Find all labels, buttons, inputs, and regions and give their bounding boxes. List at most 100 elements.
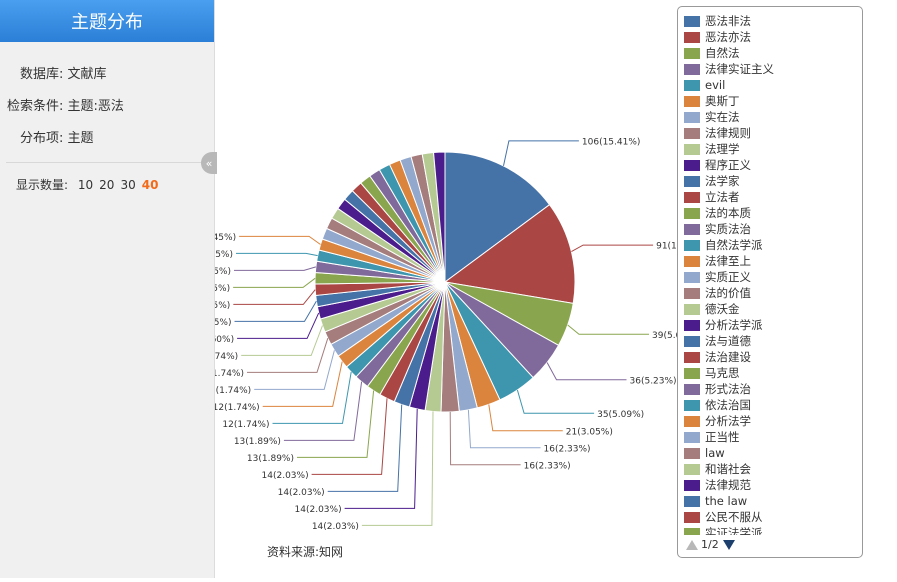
pie-slice[interactable]: [433, 151, 446, 283]
legend-item[interactable]: 分析法学派: [684, 317, 860, 333]
legend-swatch: [684, 255, 700, 267]
legend-item[interactable]: the law: [684, 493, 860, 509]
legend-swatch: [684, 463, 700, 475]
legend-item[interactable]: 法律至上: [684, 253, 860, 269]
legend-label: 法的价值: [705, 286, 751, 300]
legend-swatch: [684, 447, 700, 459]
label-connector: [297, 390, 375, 458]
data-label: 10(1.45%): [215, 318, 232, 328]
pie-slice[interactable]: [444, 151, 551, 283]
legend-label: 分析法学: [705, 414, 751, 428]
data-label: 11(1.60%): [215, 335, 234, 345]
legend-item[interactable]: 实证法学派: [684, 525, 860, 535]
legend-item[interactable]: 法的本质: [684, 205, 860, 221]
legend-item[interactable]: 法律规范: [684, 477, 860, 493]
legend-label: law: [705, 446, 725, 460]
legend-item[interactable]: 依法治国: [684, 397, 860, 413]
legend-label: 马克思: [705, 366, 740, 380]
label-connector: [254, 350, 335, 390]
legend-item[interactable]: 德沃金: [684, 301, 860, 317]
legend-swatch: [684, 527, 700, 535]
legend-item[interactable]: 法学家: [684, 173, 860, 189]
legend-list: 恶法非法 恶法亦法 自然法 法律实证主义 evil 奥斯丁 实在法 法律规则 法理学 程序正义 法学…: [684, 13, 860, 535]
legend-label: 依法治国: [705, 398, 751, 412]
collapse-sidebar-button[interactable]: «: [201, 152, 217, 174]
legend-item[interactable]: 和谐社会: [684, 461, 860, 477]
label-connector: [233, 289, 316, 305]
legend-item[interactable]: 正当性: [684, 429, 860, 445]
legend-item[interactable]: 公民不服从: [684, 509, 860, 525]
legend-item[interactable]: 恶法非法: [684, 13, 860, 29]
data-label: 12(1.74%): [215, 386, 251, 396]
legend-next-icon[interactable]: [722, 539, 735, 550]
legend: 恶法非法 恶法亦法 自然法 法律实证主义 evil 奥斯丁 实在法 法律规则 法理学 程序正义 法学…: [677, 6, 863, 558]
count-option-20[interactable]: 20: [99, 178, 115, 192]
legend-item[interactable]: 立法者: [684, 189, 860, 205]
legend-item[interactable]: 法治建设: [684, 349, 860, 365]
legend-swatch: [684, 207, 700, 219]
data-source: 资料来源:知网: [267, 545, 344, 559]
legend-label: 法理学: [705, 142, 740, 156]
legend-label: 自然法学派: [705, 238, 763, 252]
label-connector: [233, 277, 316, 288]
label-connector: [234, 266, 317, 271]
sidebar-title: 主题分布: [0, 0, 214, 42]
legend-item[interactable]: 法的价值: [684, 285, 860, 301]
legend-item[interactable]: 形式法治: [684, 381, 860, 397]
count-option-10[interactable]: 10: [77, 178, 94, 192]
pie-slice[interactable]: [443, 204, 576, 304]
label-connector: [234, 300, 317, 322]
legend-label: 实质法治: [705, 222, 751, 236]
legend-label: 实在法: [705, 110, 740, 124]
legend-item[interactable]: 自然法: [684, 45, 860, 61]
count-option-30[interactable]: 30: [120, 178, 136, 192]
label-connector: [311, 398, 388, 475]
legend-item[interactable]: 实在法: [684, 109, 860, 125]
legend-item[interactable]: 法与道德: [684, 333, 860, 349]
data-label: 16(2.33%): [544, 444, 591, 454]
data-label: 36(5.23%): [630, 376, 677, 386]
label-connector: [272, 371, 352, 424]
legend-label: 分析法学派: [705, 318, 763, 332]
legend-swatch: [684, 271, 700, 283]
sidebar-divider: [6, 162, 206, 163]
data-label: 12(1.74%): [222, 420, 269, 430]
legend-swatch: [684, 223, 700, 235]
legend-label: 正当性: [705, 430, 740, 444]
legend-item[interactable]: 恶法亦法: [684, 29, 860, 45]
legend-swatch: [684, 335, 700, 347]
legend-swatch: [684, 47, 700, 59]
legend-item[interactable]: 分析法学: [684, 413, 860, 429]
legend-label: 法治建设: [705, 350, 751, 364]
legend-label: the law: [705, 494, 748, 508]
legend-swatch: [684, 479, 700, 491]
legend-item[interactable]: 自然法学派: [684, 237, 860, 253]
data-label: 10(1.45%): [215, 233, 236, 243]
label-connector: [327, 404, 403, 492]
label-connector: [237, 312, 320, 339]
legend-label: 法与道德: [705, 334, 751, 348]
legend-item[interactable]: evil: [684, 77, 860, 93]
count-option-40[interactable]: 40: [141, 178, 159, 192]
legend-item[interactable]: 程序正义: [684, 157, 860, 173]
legend-item[interactable]: 马克思: [684, 365, 860, 381]
label-connector: [247, 338, 329, 373]
legend-item[interactable]: 实质法治: [684, 221, 860, 237]
data-label: 12(1.74%): [215, 403, 260, 413]
data-label: 10(1.45%): [215, 250, 233, 260]
legend-item[interactable]: 实质正义: [684, 269, 860, 285]
label-connector: [546, 362, 627, 381]
database-value: 文献库: [67, 67, 107, 82]
legend-item[interactable]: 法理学: [684, 141, 860, 157]
label-connector: [516, 389, 595, 414]
data-label: 12(1.74%): [215, 352, 238, 362]
legend-item[interactable]: 法律规则: [684, 125, 860, 141]
legend-item[interactable]: law: [684, 445, 860, 461]
label-connector: [239, 235, 321, 245]
legend-label: 恶法亦法: [705, 30, 751, 44]
legend-prev-icon[interactable]: [686, 539, 698, 550]
legend-item[interactable]: 法律实证主义: [684, 61, 860, 77]
legend-item[interactable]: 奥斯丁: [684, 93, 860, 109]
count-selector: 显示数量: 10 20 30 40: [16, 176, 158, 193]
legend-label: 法的本质: [705, 206, 751, 220]
